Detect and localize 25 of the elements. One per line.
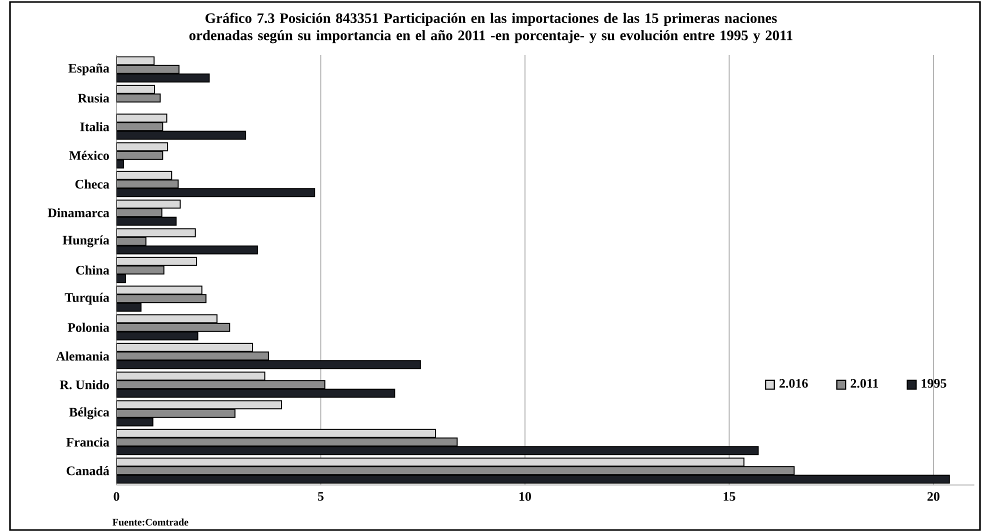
y-tick-label: Francia xyxy=(66,437,110,447)
y-tick-label: R. Unido xyxy=(60,380,109,390)
y-tick-label: Bélgica xyxy=(69,407,110,420)
y-tick-label: Hungría xyxy=(62,235,110,248)
y-tick-label: España xyxy=(68,63,110,76)
x-tick-label: 10 xyxy=(520,492,531,501)
y-tick-label: Turquía xyxy=(64,292,110,305)
chart-title: Gráfico 7.3 Posición 843351 Participación en las importaciones de las 15 primeras naciones ordenadas según su importancia en el año 2011 -en porcentaje- y su evolución entre 1995 y 2011 xyxy=(189,12,792,44)
x-tick-label: 5 xyxy=(318,492,324,501)
legend-label: 1995 xyxy=(922,378,946,388)
y-tick-label: Checa xyxy=(75,179,110,189)
x-tick-label: 20 xyxy=(927,492,940,501)
y-tick-label: Canadá xyxy=(66,466,110,476)
y-tick-label: México xyxy=(69,150,109,160)
legend-label: 2.011 xyxy=(850,378,878,388)
y-tick-label: China xyxy=(76,265,110,275)
x-tick-label: 15 xyxy=(724,492,736,501)
y-tick-label: Dinamarca xyxy=(48,208,110,218)
source-note: Fuente:Comtrade xyxy=(112,518,188,526)
legend-label: 2.016 xyxy=(779,378,808,388)
x-tick-label: 0 xyxy=(114,492,120,501)
y-tick-label: Rusia xyxy=(78,93,110,103)
y-tick-label: Italia xyxy=(80,122,110,132)
y-tick-label: Polonia xyxy=(68,322,110,332)
y-tick-label: Alemania xyxy=(56,351,110,361)
